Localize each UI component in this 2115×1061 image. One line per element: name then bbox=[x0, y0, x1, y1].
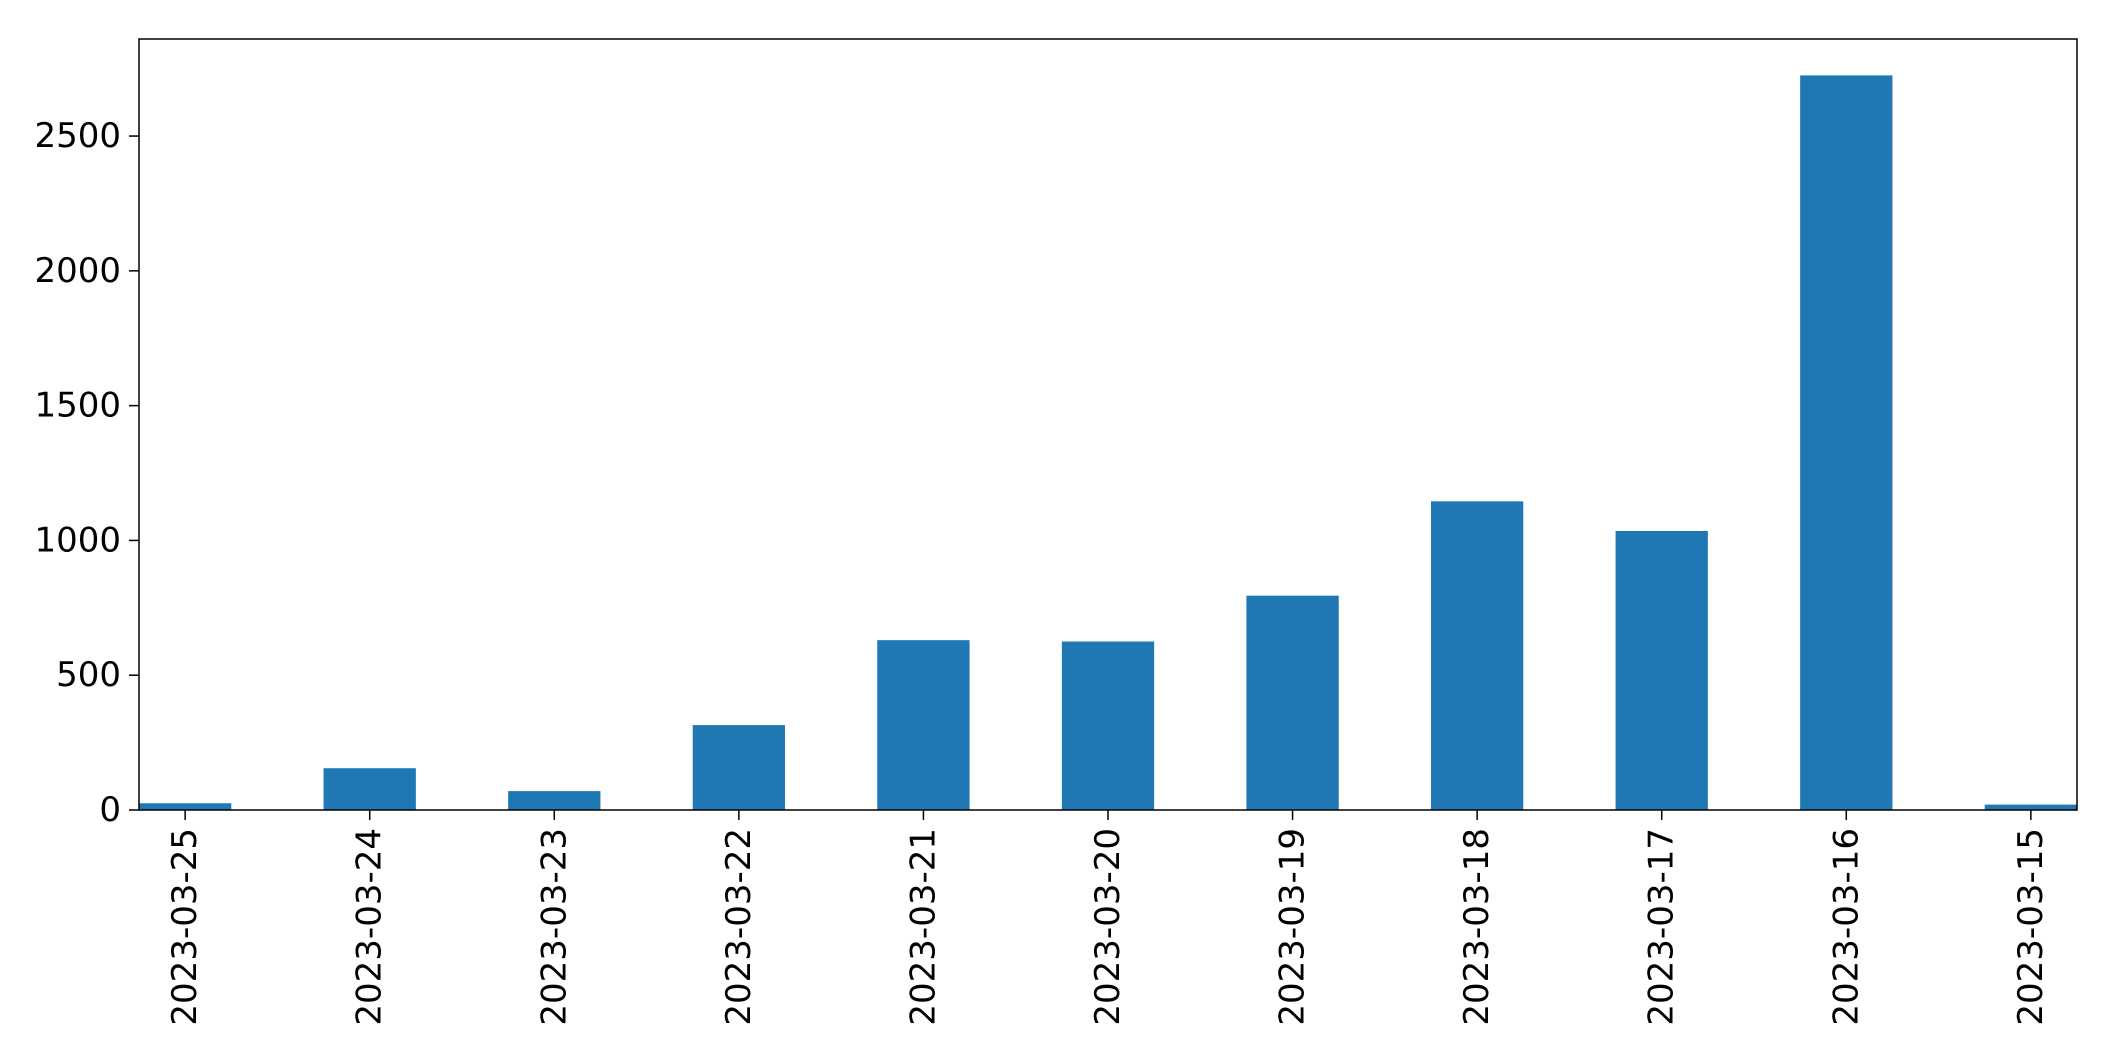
y-tick-label: 0 bbox=[99, 790, 121, 830]
bar-2023-03-17 bbox=[1615, 530, 1708, 810]
bars-group bbox=[139, 75, 2077, 810]
y-axis: 0 500 1000 1500 2000 2500 bbox=[34, 116, 139, 830]
x-tick-label: 2023-03-20 bbox=[1088, 828, 1128, 1026]
x-tick-label: 2023-03-18 bbox=[1457, 828, 1497, 1026]
y-tick-label: 1500 bbox=[34, 386, 121, 426]
x-tick-label: 2023-03-21 bbox=[903, 828, 943, 1026]
bar-2023-03-16 bbox=[1800, 75, 1893, 810]
x-tick-label: 2023-03-22 bbox=[719, 828, 759, 1026]
y-tick-label: 2500 bbox=[34, 116, 121, 156]
plot-frame bbox=[138, 38, 2078, 811]
x-axis: 2023-03-25 2023-03-24 2023-03-23 2023-03-22… bbox=[165, 810, 2051, 1026]
bar-2023-03-15 bbox=[1984, 804, 2077, 810]
y-tick-label: 2000 bbox=[34, 251, 121, 291]
bar-2023-03-21 bbox=[877, 640, 970, 810]
bar-2023-03-24 bbox=[323, 768, 416, 810]
x-tick-label: 2023-03-15 bbox=[2011, 828, 2051, 1026]
bar-2023-03-20 bbox=[1061, 641, 1155, 810]
bar-2023-03-19 bbox=[1246, 595, 1339, 810]
y-tick-label: 1000 bbox=[34, 520, 121, 560]
bar-2023-03-25 bbox=[139, 803, 232, 810]
bar-2023-03-23 bbox=[508, 791, 601, 810]
bar-2023-03-22 bbox=[692, 725, 785, 810]
x-tick-label: 2023-03-16 bbox=[1826, 828, 1866, 1026]
x-tick-label: 2023-03-25 bbox=[165, 828, 205, 1026]
y-tick-label: 500 bbox=[56, 655, 121, 695]
x-tick-label: 2023-03-23 bbox=[534, 828, 574, 1026]
x-tick-label: 2023-03-19 bbox=[1273, 828, 1313, 1026]
bar-2023-03-18 bbox=[1431, 501, 1524, 810]
x-tick-label: 2023-03-24 bbox=[350, 828, 390, 1026]
x-tick-label: 2023-03-17 bbox=[1642, 828, 1682, 1026]
